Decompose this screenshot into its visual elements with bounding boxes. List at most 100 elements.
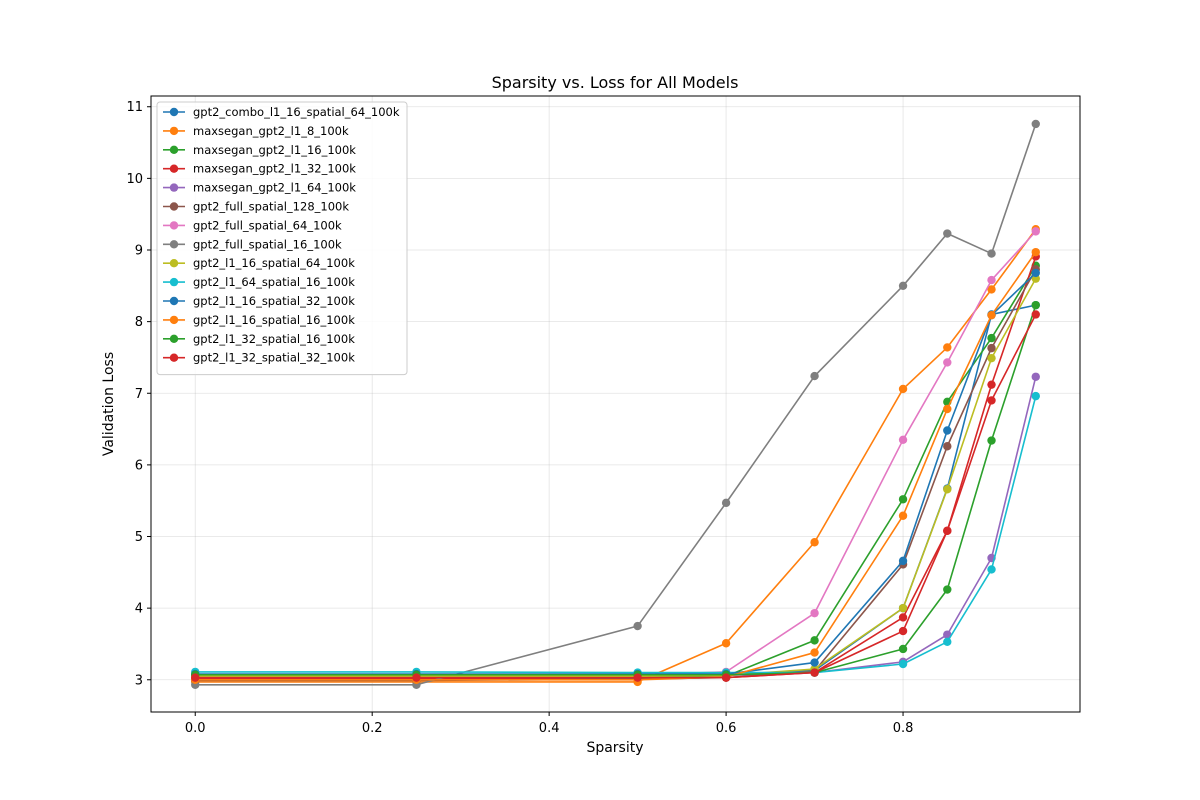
- series-13: [191, 310, 1040, 682]
- data-point: [1031, 391, 1040, 401]
- x-tick-label: 0.4: [539, 721, 560, 736]
- legend-label: gpt2_l1_32_spatial_16_100k: [193, 332, 355, 346]
- data-point: [1031, 310, 1040, 319]
- x-tick-label: 0.2: [362, 721, 383, 736]
- legend-label: gpt2_l1_16_spatial_32_100k: [193, 294, 355, 308]
- x-tick-label: 0.6: [716, 721, 737, 736]
- data-point: [810, 538, 819, 547]
- data-point: [1031, 247, 1040, 257]
- y-tick-label: 3: [135, 673, 143, 688]
- data-point: [943, 426, 952, 435]
- data-point: [987, 436, 996, 445]
- data-point: [987, 275, 996, 285]
- data-point: [898, 281, 908, 291]
- data-point: [987, 249, 996, 258]
- data-point: [898, 511, 908, 520]
- data-point: [943, 585, 952, 594]
- legend-label: gpt2_l1_16_spatial_64_100k: [193, 256, 355, 270]
- data-point: [898, 626, 908, 636]
- data-point: [633, 673, 642, 682]
- legend-marker: [169, 334, 179, 343]
- legend-item: gpt2_l1_32_spatial_32_100k: [163, 351, 355, 365]
- legend-label: gpt2_full_spatial_128_100k: [193, 200, 349, 214]
- data-point: [1031, 227, 1040, 236]
- data-point: [1031, 372, 1040, 381]
- data-point: [987, 353, 996, 363]
- data-point: [943, 630, 952, 639]
- legend-item: maxsegan_gpt2_l1_32_100k: [163, 162, 356, 176]
- legend-item: gpt2_full_spatial_64_100k: [163, 218, 342, 232]
- data-point: [1031, 119, 1040, 129]
- data-point: [898, 556, 908, 566]
- legend-item: gpt2_l1_16_spatial_16_100k: [163, 313, 355, 327]
- legend-item: gpt2_full_spatial_128_100k: [163, 200, 349, 214]
- axis-ticks: 0.0 0.2 0.4 0.6 0.8 3 4 5 6 7 8 9 10 11: [126, 100, 913, 736]
- legend-marker: [169, 259, 179, 268]
- data-point: [1031, 268, 1040, 278]
- data-point: [943, 358, 952, 367]
- data-point: [987, 396, 996, 405]
- y-tick-label: 6: [135, 458, 143, 473]
- data-point: [943, 637, 952, 646]
- y-tick-label: 10: [126, 172, 143, 187]
- legend-marker: [169, 202, 179, 211]
- data-point: [943, 526, 952, 535]
- legend-marker: [169, 240, 179, 249]
- data-point: [943, 229, 952, 238]
- legend-label: gpt2_l1_64_spatial_16_100k: [193, 275, 355, 289]
- legend-item: gpt2_l1_16_spatial_32_100k: [163, 294, 355, 308]
- x-tick-label: 0.0: [185, 721, 206, 736]
- legend-item: gpt2_l1_64_spatial_16_100k: [163, 275, 355, 289]
- legend: gpt2_combo_l1_16_spatial_64_100k maxsegan…: [156, 101, 408, 376]
- data-point: [810, 668, 819, 677]
- legend-marker: [169, 277, 179, 287]
- data-point: [943, 442, 952, 451]
- legend-marker: [169, 183, 179, 192]
- data-point: [898, 495, 908, 504]
- legend-box: [156, 101, 408, 376]
- legend-marker: [169, 353, 179, 362]
- x-axis-label: Sparsity: [586, 740, 643, 756]
- legend-label: gpt2_full_spatial_64_100k: [193, 218, 342, 232]
- data-point: [898, 613, 908, 622]
- data-point: [191, 673, 200, 682]
- plot-area-frame: [150, 95, 1081, 713]
- legend-item: maxsegan_gpt2_l1_64_100k: [163, 181, 356, 195]
- legend-marker: [169, 126, 179, 136]
- legend-marker: [169, 164, 179, 173]
- legend-marker: [169, 145, 179, 154]
- data-point: [633, 621, 642, 631]
- data-point: [987, 380, 996, 389]
- legend-item: maxsegan_gpt2_l1_16_100k: [163, 143, 356, 157]
- y-tick-label: 4: [135, 602, 143, 617]
- legend-marker: [169, 107, 179, 117]
- data-point: [810, 648, 819, 657]
- data-point: [721, 673, 731, 682]
- data-point: [987, 285, 996, 294]
- data-point: [810, 608, 819, 618]
- legend-item: gpt2_full_spatial_16_100k: [163, 237, 342, 251]
- data-point: [1031, 300, 1040, 310]
- legend-label: gpt2_full_spatial_16_100k: [193, 237, 342, 251]
- legend-marker: [169, 221, 179, 230]
- data-point: [987, 333, 996, 343]
- data-point: [987, 343, 996, 353]
- y-tick-label: 8: [135, 315, 143, 330]
- legend-item: gpt2_l1_16_spatial_64_100k: [163, 256, 355, 270]
- data-point: [898, 603, 908, 613]
- legend-item: maxsegan_gpt2_l1_8_100k: [163, 124, 349, 138]
- data-point: [721, 639, 731, 648]
- series-lines: [191, 119, 1040, 689]
- data-point: [987, 310, 996, 320]
- data-point: [943, 343, 952, 352]
- legend-marker: [169, 296, 179, 306]
- legend-label: maxsegan_gpt2_l1_64_100k: [193, 181, 356, 195]
- legend-label: gpt2_combo_l1_16_spatial_64_100k: [193, 105, 400, 119]
- data-point: [987, 565, 996, 574]
- data-point: [898, 435, 908, 445]
- data-point: [810, 371, 819, 381]
- legend-label: maxsegan_gpt2_l1_8_100k: [193, 124, 349, 138]
- data-point: [898, 659, 908, 669]
- grid: [151, 96, 1080, 712]
